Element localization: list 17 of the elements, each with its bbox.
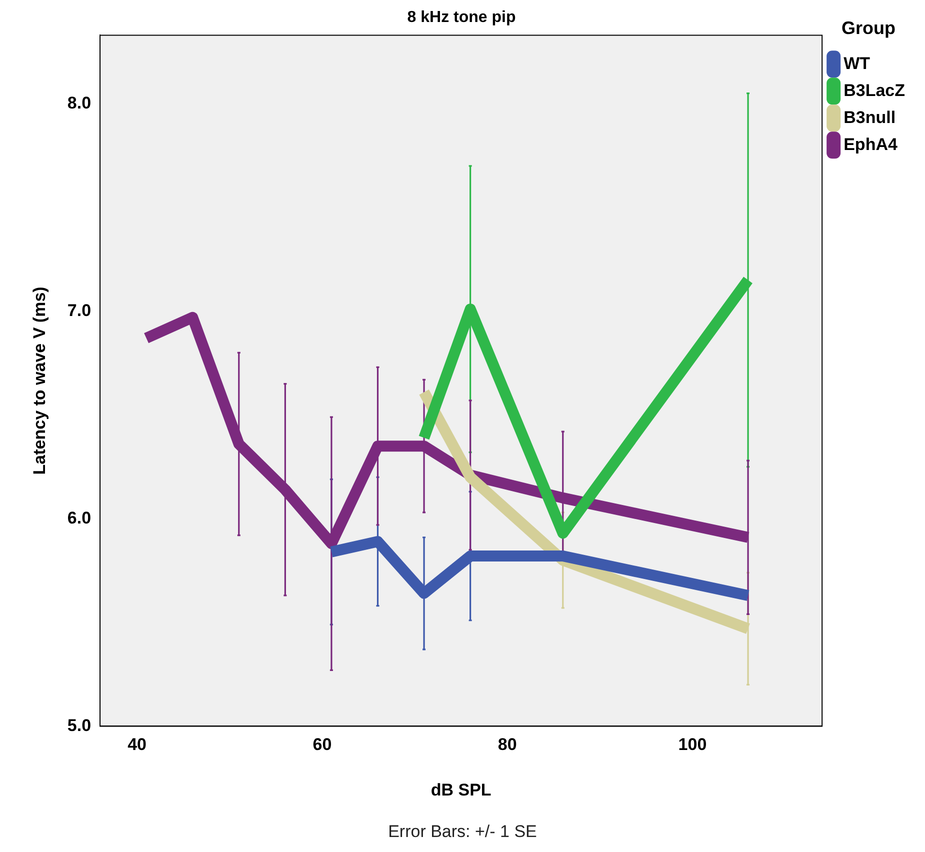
legend-label: B3LacZ (844, 80, 906, 100)
x-tick-label: 40 (128, 735, 147, 754)
y-tick-label: 6.0 (67, 508, 92, 528)
y-tick-label: 8.0 (67, 93, 92, 112)
legend-label: B3null (844, 108, 896, 127)
legend-title: Group (842, 18, 896, 38)
y-tick-label: 5.0 (67, 716, 92, 735)
x-axis-title: dB SPL (430, 780, 492, 800)
text: Error Bars: +/- 1 SE (387, 822, 538, 842)
chart-title: 8 kHz tone pip (407, 9, 516, 26)
y-tick-label: 7.0 (67, 300, 92, 320)
x-tick-label: 100 (678, 735, 707, 754)
y-axis-title: Latency to wave V (ms) (30, 286, 49, 475)
x-tick-label: 80 (498, 735, 517, 754)
legend-label: WT (844, 54, 871, 73)
legend-label: EphA4 (844, 134, 898, 154)
x-tick-label: 60 (312, 735, 332, 754)
